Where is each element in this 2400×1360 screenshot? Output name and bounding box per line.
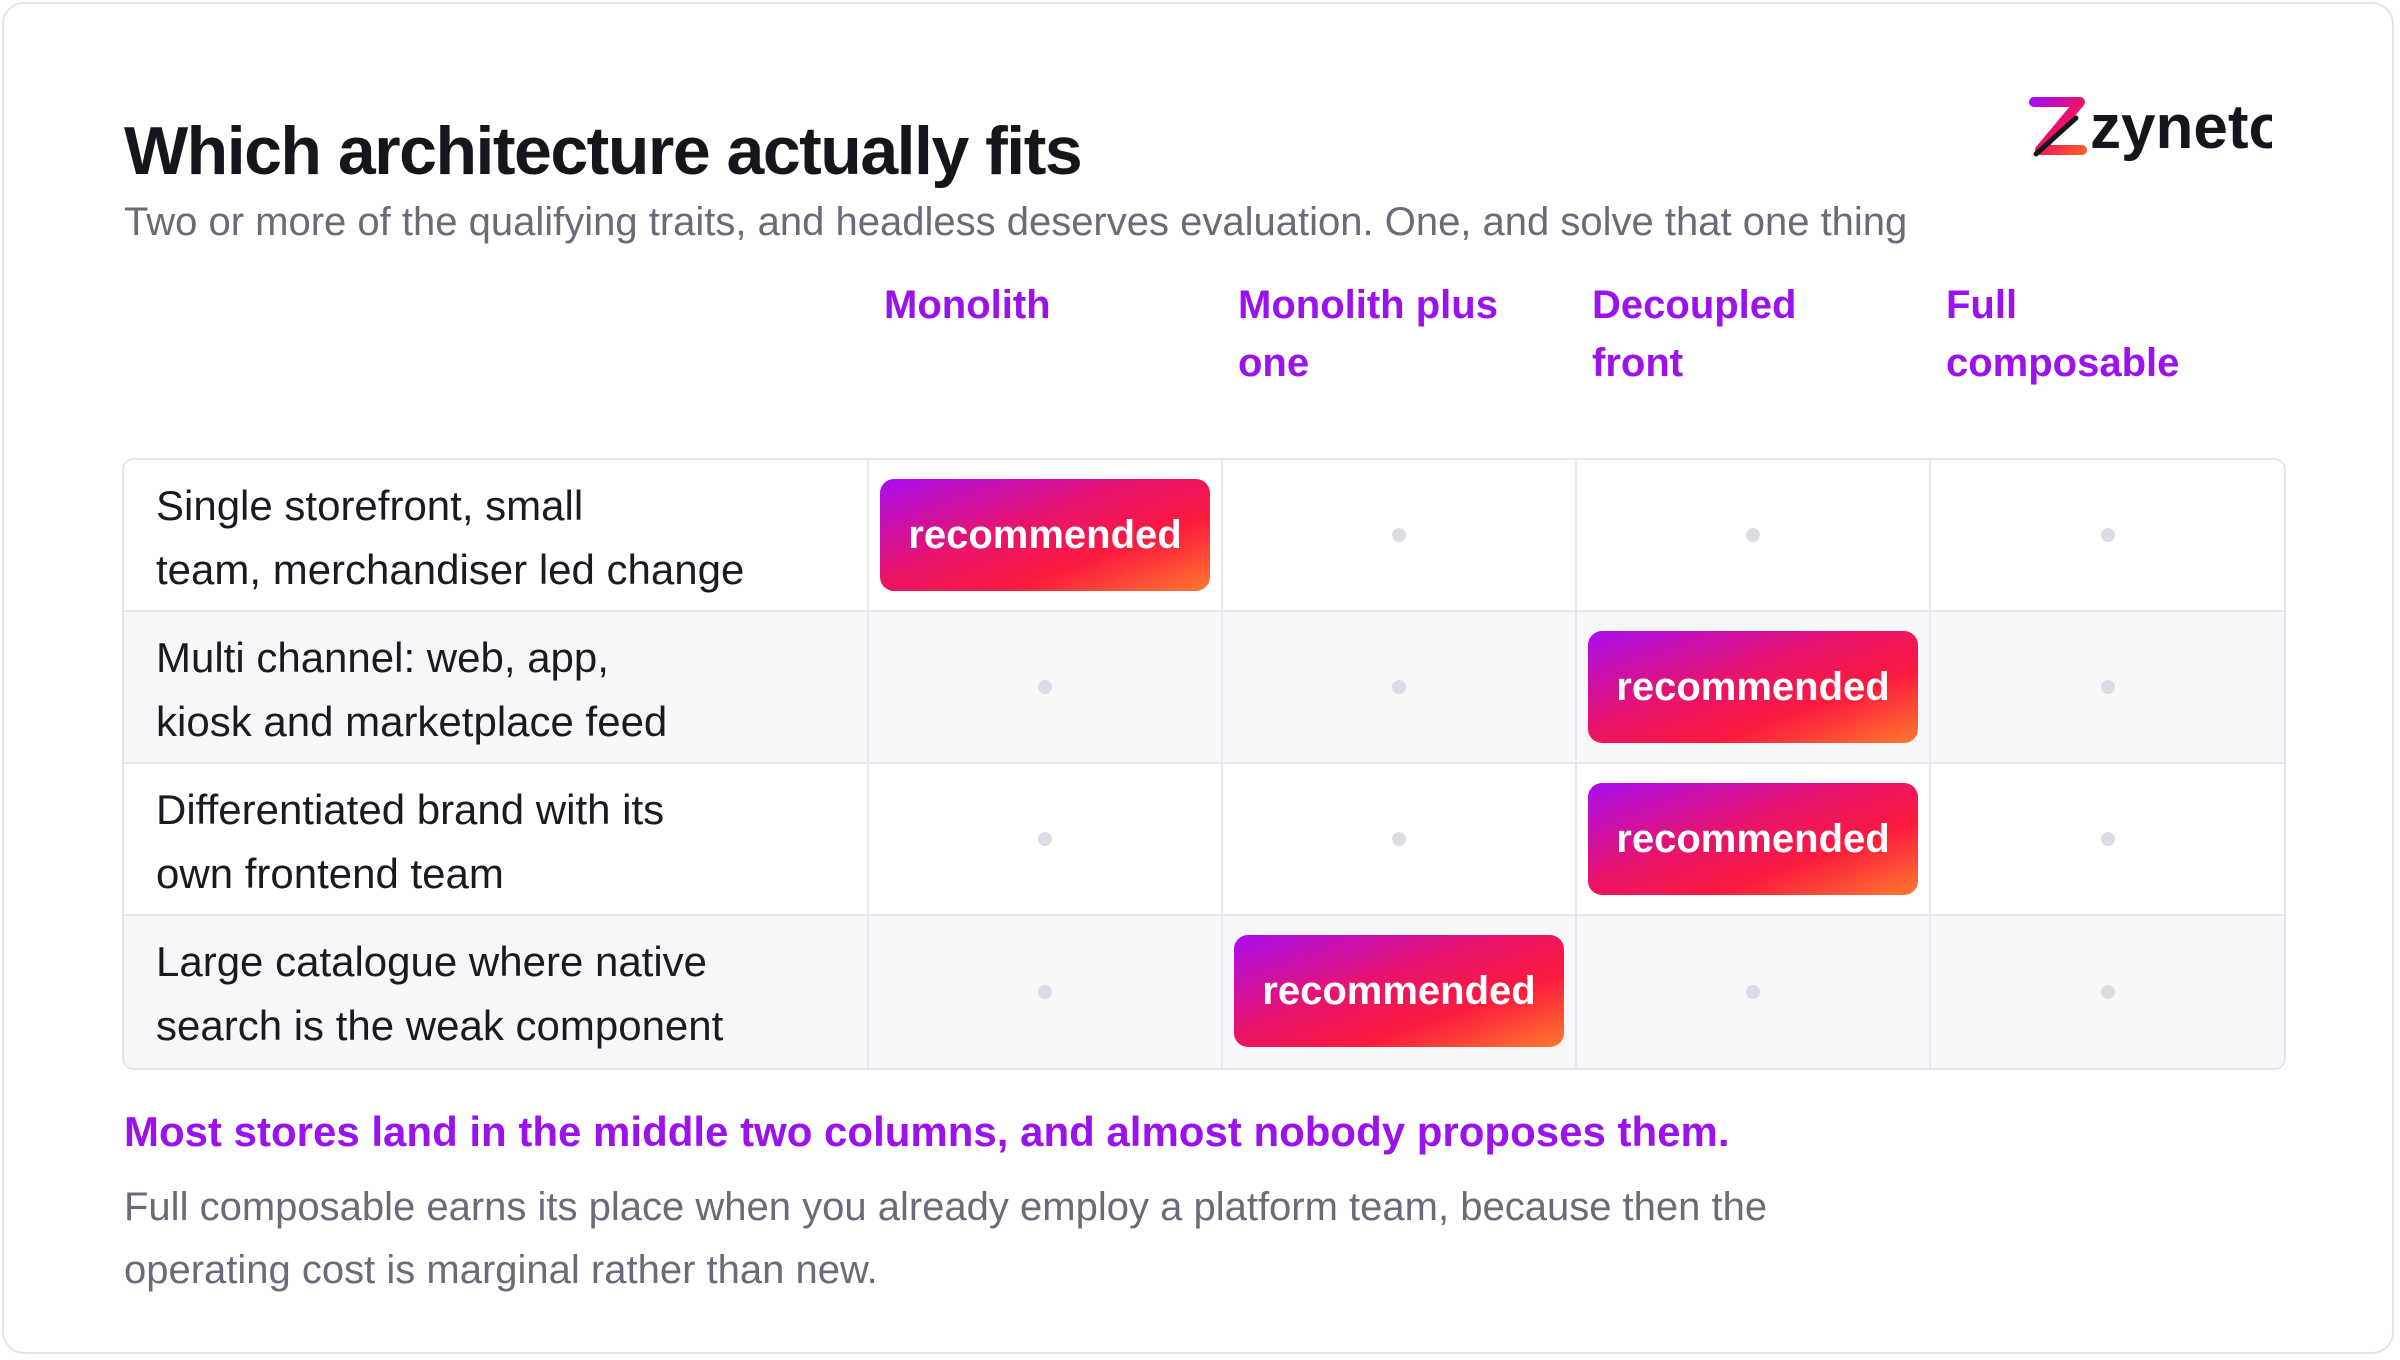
matrix-cell: recommended xyxy=(1577,764,1931,916)
empty-dot-icon xyxy=(2100,680,2115,694)
matrix-cell xyxy=(1931,916,2284,1068)
body-text-line: operating cost is marginal rather than n… xyxy=(124,1248,878,1292)
row-label: Single storefront, small team, merchandis… xyxy=(124,460,869,612)
empty-dot-icon xyxy=(1392,832,1406,846)
column-header-line: composable xyxy=(1946,341,2180,385)
matrix-cell: recommended xyxy=(1223,916,1577,1068)
column-header-line: Monolith xyxy=(884,283,1051,327)
row-label: Differentiated brand with its own fronten… xyxy=(124,764,869,916)
empty-dot-icon xyxy=(1038,832,1052,846)
column-header-monolith: Monolith xyxy=(884,276,1184,334)
matrix-cell xyxy=(869,612,1223,764)
empty-dot-icon xyxy=(1746,985,1760,999)
body-text-line: Full composable earns its place when you… xyxy=(124,1185,1768,1229)
page-title: Which architecture actually fits xyxy=(124,113,1083,189)
matrix-cell: recommended xyxy=(1577,612,1931,764)
empty-dot-icon xyxy=(1746,528,1760,542)
column-header-monolith-plus-one: Monolith plus one xyxy=(1238,276,1538,392)
empty-dot-icon xyxy=(2100,528,2115,542)
empty-dot-icon xyxy=(1392,680,1406,694)
body-text: Full composable earns its place when you… xyxy=(124,1176,2024,1302)
empty-dot-icon xyxy=(2100,985,2115,999)
matrix-cell xyxy=(1223,612,1577,764)
column-header-line: one xyxy=(1238,341,1310,385)
matrix-cell xyxy=(1223,460,1577,612)
matrix-cell xyxy=(1931,460,2284,612)
recommended-badge: recommended xyxy=(1588,631,1918,743)
matrix-cell xyxy=(1577,460,1931,612)
svg-text:zyneto: zyneto xyxy=(2090,93,2272,162)
row-label-line: own frontend team xyxy=(156,850,504,897)
takeaway-text: Most stores land in the middle two colum… xyxy=(124,1108,1730,1155)
column-header-full-composable: Full composable xyxy=(1946,276,2246,392)
matrix-cell xyxy=(869,916,1223,1068)
empty-dot-icon xyxy=(1038,985,1052,999)
matrix-cell xyxy=(1223,764,1577,916)
matrix-cell xyxy=(1931,764,2284,916)
matrix-cell xyxy=(869,764,1223,916)
matrix-cell xyxy=(1577,916,1931,1068)
row-label-line: kiosk and marketplace feed xyxy=(156,698,668,745)
row-label-line: Differentiated brand with its xyxy=(156,786,665,833)
page-subtitle: Two or more of the qualifying traits, an… xyxy=(124,200,1908,244)
brand-logo: zyneto xyxy=(2029,93,2272,162)
matrix-cell: recommended xyxy=(869,460,1223,612)
row-label-line: Multi channel: web, app, xyxy=(156,634,609,681)
column-header-line: Monolith plus xyxy=(1238,283,1498,327)
column-header-line: front xyxy=(1592,341,1684,385)
recommended-badge: recommended xyxy=(1234,935,1564,1047)
empty-dot-icon xyxy=(1392,528,1406,542)
row-label: Large catalogue where native search is th… xyxy=(124,916,869,1068)
row-label-line: Large catalogue where native xyxy=(156,938,708,985)
row-label: Multi channel: web, app, kiosk and market… xyxy=(124,612,869,764)
recommended-badge: recommended xyxy=(1588,783,1918,895)
architecture-matrix: Single storefront, small team, merchandis… xyxy=(122,458,2286,1070)
row-label-line: team, merchandiser led change xyxy=(156,546,745,593)
column-header-line: Decoupled xyxy=(1592,283,1797,327)
recommended-badge: recommended xyxy=(880,479,1210,591)
column-header-decoupled-front: Decoupled front xyxy=(1592,276,1892,392)
row-label-line: search is the weak component xyxy=(156,1002,724,1049)
empty-dot-icon xyxy=(2100,832,2115,846)
row-label-line: Single storefront, small xyxy=(156,482,584,529)
matrix-cell xyxy=(1931,612,2284,764)
column-header-line: Full xyxy=(1946,283,2018,327)
empty-dot-icon xyxy=(1038,680,1052,694)
